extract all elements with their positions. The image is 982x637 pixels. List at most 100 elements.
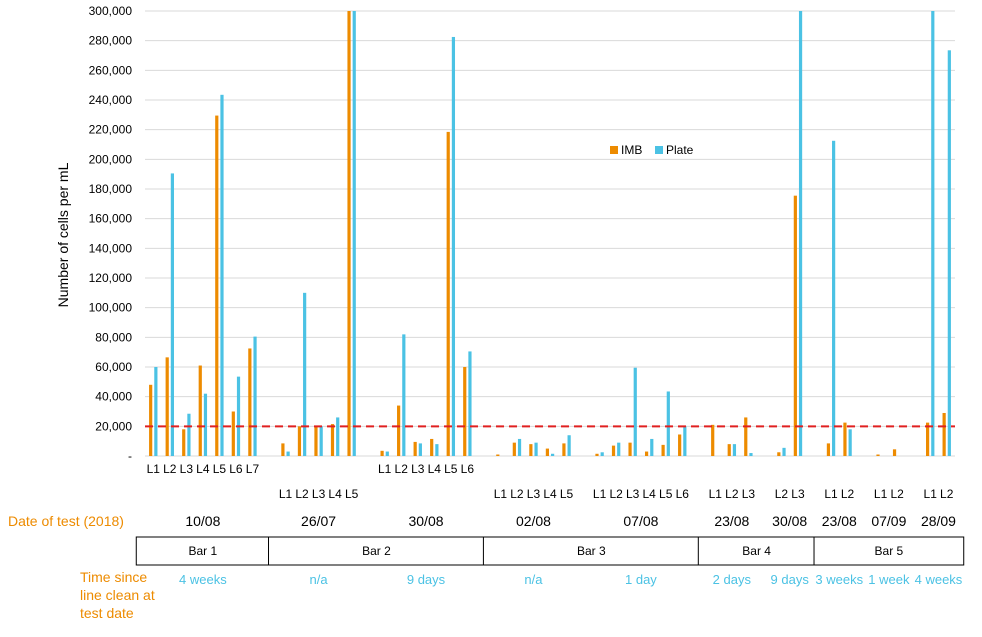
bar-plate-l6 <box>468 351 472 456</box>
y-tick-label: 220,000 <box>89 123 133 137</box>
time-since-clean-label: 4 weeks <box>915 572 963 587</box>
bar-imb-l2 <box>892 449 897 456</box>
category-label: L1 <box>924 487 938 501</box>
bar-imb-l2 <box>777 452 781 456</box>
category-label: L6 <box>229 462 243 476</box>
category-label: L2 <box>609 487 623 501</box>
y-tick-label: 200,000 <box>89 152 133 166</box>
category-label: L3 <box>411 462 425 476</box>
bar-plate-l3 <box>633 367 637 456</box>
y-tick-label: 240,000 <box>89 93 133 107</box>
bar-imb-l2 <box>297 426 302 456</box>
bar-plate-l4 <box>435 444 439 456</box>
bar-imb-l1 <box>380 450 384 456</box>
bar-imb-l2 <box>843 422 847 456</box>
time-since-clean-label: 9 days <box>407 572 446 587</box>
bar-plate-l4 <box>336 417 340 456</box>
test-date-label: 28/09 <box>921 513 956 529</box>
bar-plate-l2 <box>732 444 737 456</box>
category-label: L7 <box>246 462 260 476</box>
bar-imb-l5 <box>446 131 450 456</box>
bar-plate-l3 <box>187 413 191 456</box>
test-date-label: 23/08 <box>822 513 857 529</box>
bar-imb-l6 <box>231 411 235 456</box>
bar-plate-l2 <box>517 438 522 456</box>
bar-plate-l3 <box>749 453 753 456</box>
bar-plate-l3 <box>534 442 538 456</box>
category-label: L5 <box>659 487 673 501</box>
bar-plate-l1 <box>931 11 935 456</box>
bar-imb-l1 <box>926 422 930 456</box>
test-date-label: 07/08 <box>623 513 658 529</box>
bar-imb-l3 <box>744 417 748 456</box>
bar-plate-l3 <box>798 11 803 456</box>
y-tick-label: 100,000 <box>89 301 133 315</box>
y-tick-label: - <box>128 449 132 463</box>
category-label: L1 <box>494 487 508 501</box>
bar-imb-l4 <box>430 438 434 456</box>
category-label: L5 <box>213 462 227 476</box>
bar-boxes: Bar 1 Bar 2 Bar 3 Bar 4 Bar 5 <box>135 536 965 566</box>
gridlines <box>145 10 955 457</box>
time-since-clean-labels: 4 weeks n/a 9 days n/a 1 day 2 days 9 days 3 we… <box>179 572 963 587</box>
date-of-test-label: Date of test (2018) <box>8 513 124 529</box>
y-axis: - 20,000 40,000 60,000 80,000 100,000 120,000 1… <box>89 4 133 463</box>
bar-imb-l5 <box>215 115 219 456</box>
category-label: L1 <box>709 487 723 501</box>
bar-imb-l6 <box>463 367 467 456</box>
bar-plate-l2 <box>303 292 307 456</box>
y-tick-label: 300,000 <box>89 4 133 18</box>
bar-plate-l5 <box>666 391 670 456</box>
test-date-label: 30/08 <box>408 513 443 529</box>
category-label: L2 <box>510 487 524 501</box>
bar-plate-l7 <box>253 336 257 456</box>
bar-imb-l5 <box>661 444 665 456</box>
y-tick-label: 20,000 <box>95 419 132 433</box>
bar-imb-l2 <box>512 442 516 456</box>
category-label: L1 <box>147 462 161 476</box>
bar-imb-l3 <box>182 429 186 456</box>
category-label: L2 <box>940 487 954 501</box>
bar-plate-l6 <box>683 426 687 456</box>
bar-plate-l5 <box>451 36 456 456</box>
category-label: L6 <box>461 462 475 476</box>
test-date-label: 10/08 <box>185 513 220 529</box>
category-label: L3 <box>626 487 640 501</box>
category-label: L3 <box>312 487 326 501</box>
y-tick-label: 40,000 <box>95 390 132 404</box>
category-label: L4 <box>196 462 210 476</box>
bar-plate-l2 <box>170 173 174 457</box>
bar-imb-l3 <box>628 442 632 456</box>
bar-box-label: Bar 2 <box>362 544 391 558</box>
test-date-label: 07/09 <box>871 513 906 529</box>
y-axis-label: Number of cells per mL <box>55 162 71 307</box>
bar-plate-l5 <box>220 94 224 456</box>
bar-box-label: Bar 3 <box>577 544 606 558</box>
time-since-clean-heading-line: test date <box>80 605 134 621</box>
bar-box <box>697 536 816 566</box>
bar-plate-l1 <box>286 451 290 456</box>
bar-imb-l1 <box>876 454 880 456</box>
legend: IMB Plate <box>610 143 694 157</box>
bar-imb-l2 <box>397 405 401 456</box>
time-since-clean-label: n/a <box>310 572 329 587</box>
bar-plate-l2 <box>848 429 852 456</box>
category-label: L5 <box>444 462 458 476</box>
time-since-clean-label: 1 day <box>625 572 657 587</box>
category-label: L2 <box>841 487 855 501</box>
time-since-clean-label: 4 weeks <box>179 572 227 587</box>
bars <box>149 11 951 457</box>
category-label: L3 <box>527 487 541 501</box>
bar-plate-l3 <box>319 426 323 456</box>
category-label: L2 <box>295 487 309 501</box>
time-since-clean-label: 1 week <box>868 572 910 587</box>
bar-box <box>813 536 965 566</box>
time-since-clean-label: 3 weeks <box>815 572 863 587</box>
category-label: L2 <box>395 462 409 476</box>
y-tick-label: 60,000 <box>95 360 132 374</box>
y-tick-label: 280,000 <box>89 34 133 48</box>
category-label: L4 <box>328 487 342 501</box>
bar-plate-l2 <box>617 442 621 456</box>
